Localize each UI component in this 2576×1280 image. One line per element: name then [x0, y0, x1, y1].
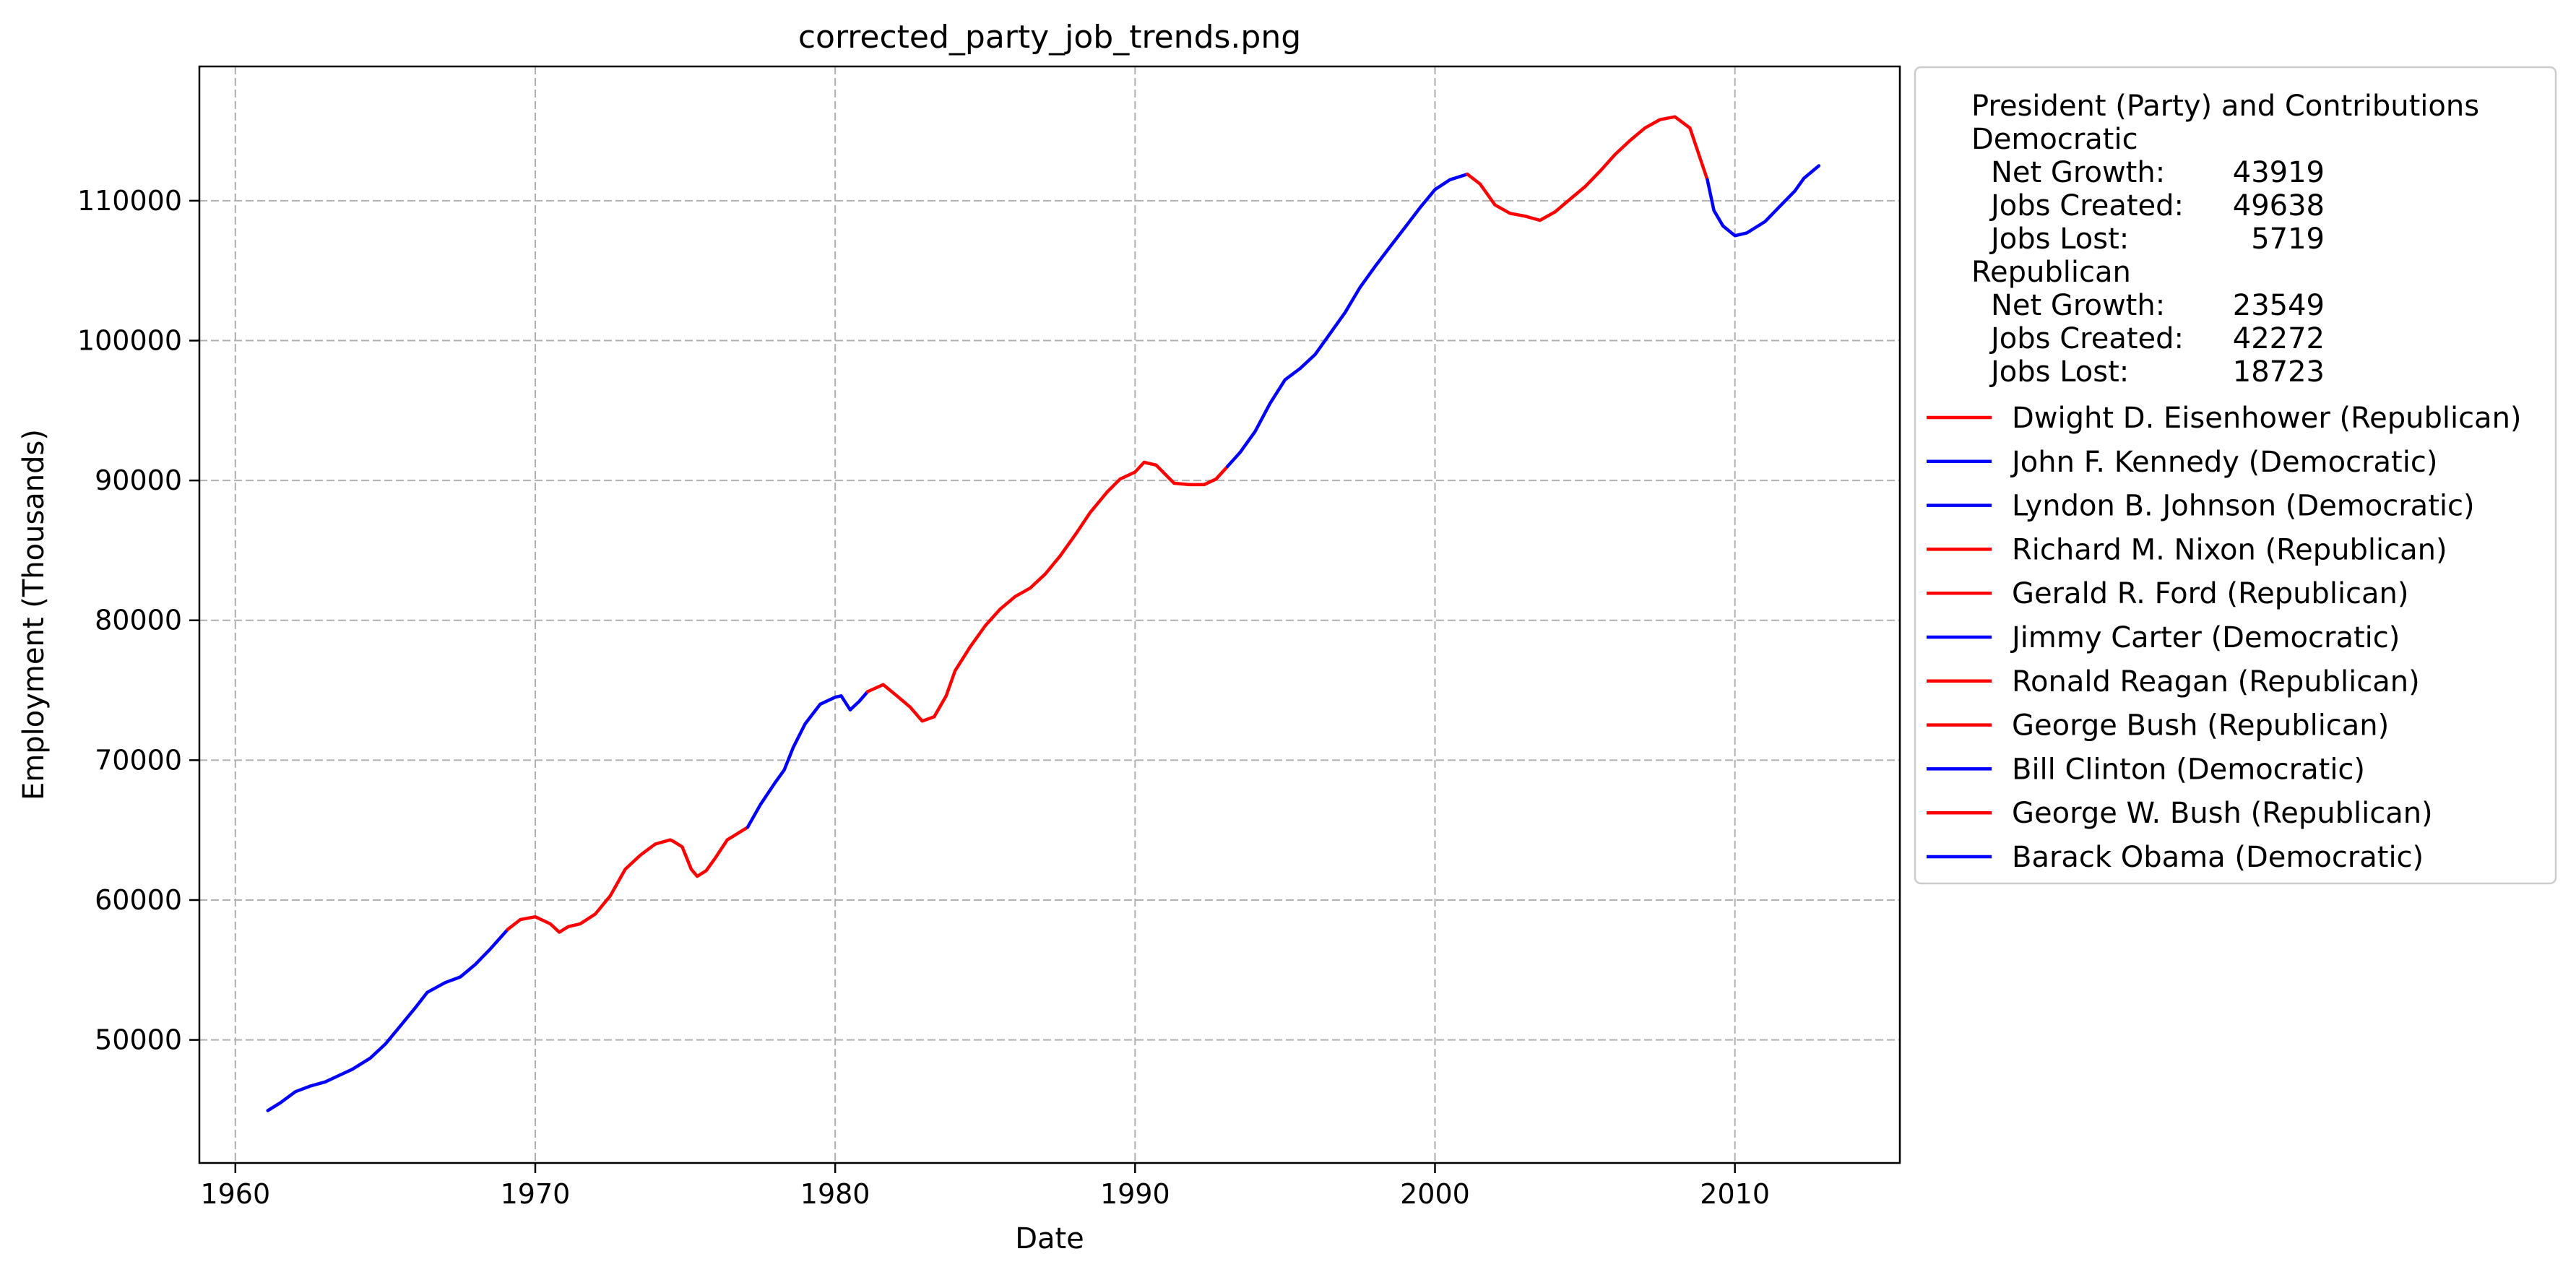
x-tick-label: 1990 — [1100, 1178, 1170, 1210]
y-tick-label: 80000 — [95, 605, 182, 636]
x-tick-label: 2010 — [1700, 1178, 1770, 1210]
plot-area-frame — [198, 65, 1901, 1164]
legend-entry-label: George W. Bush (Republican) — [2012, 797, 2433, 830]
legend-entry-label: Bill Clinton (Democratic) — [2012, 753, 2365, 786]
legend-party-heading: Republican — [1971, 256, 2131, 289]
legend-stat-value: 23549 — [2233, 289, 2325, 322]
series-line-7 — [1105, 460, 1229, 493]
legend-stat-label: Net Growth: — [1991, 289, 2165, 322]
series-line-6 — [865, 490, 1110, 723]
legend-entry-label: George Bush (Republican) — [2012, 709, 2389, 743]
legend-entries: Dwight D. Eisenhower (Republican) John F.… — [1927, 402, 2522, 874]
legend-party-heading: Democratic — [1971, 123, 2138, 156]
legend-stat-value: 49638 — [2233, 189, 2325, 222]
legend-entry-label: John F. Kennedy (Democratic) — [2010, 446, 2437, 479]
y-axis-label: Employment (Thousands) — [17, 429, 51, 800]
legend-stat-value: 18723 — [2233, 355, 2325, 389]
legend-stat-label: Jobs Lost: — [1989, 222, 2129, 256]
series-line-8 — [1225, 172, 1469, 469]
legend-stat-label: Jobs Lost: — [1989, 355, 2129, 389]
series-line-1 — [266, 1068, 354, 1112]
x-tick-label: 1970 — [501, 1178, 571, 1210]
series-line-2 — [350, 927, 510, 1071]
x-tick-label: 1960 — [200, 1178, 270, 1210]
legend-stat-label: Net Growth: — [1991, 156, 2165, 189]
legend-entry-label: Dwight D. Eisenhower (Republican) — [2012, 402, 2522, 435]
legend-entry-label: Barack Obama (Democratic) — [2012, 841, 2424, 874]
y-tick-label: 100000 — [77, 325, 182, 357]
x-tick-label: 2000 — [1400, 1178, 1470, 1210]
legend-stat-value: 43919 — [2233, 156, 2325, 189]
legend-entry-label: Lyndon B. Johnson (Democratic) — [2012, 490, 2475, 523]
chart-title: corrected_party_job_trends.png — [798, 19, 1301, 56]
series-line-10 — [1706, 164, 1821, 238]
y-tick-label: 60000 — [95, 884, 182, 916]
series-line-3 — [506, 838, 675, 934]
y-tick-label: 70000 — [95, 744, 182, 776]
y-tick-label: 110000 — [77, 185, 182, 217]
series-line-5 — [745, 690, 870, 829]
series-line-4 — [671, 826, 750, 878]
legend-entry-label: Ronald Reagan (Republican) — [2012, 665, 2420, 699]
legend-stat-label: Jobs Created: — [1989, 189, 2184, 222]
legend-heading: President (Party) and Contributions — [1971, 90, 2479, 123]
y-tick-label: 50000 — [95, 1024, 182, 1056]
x-axis-label: Date — [1015, 1222, 1084, 1255]
x-axis-ticks: 1960 1970 1980 1990 2000 2010 — [200, 1163, 1770, 1210]
legend: President (Party) and Contributions Demo… — [1914, 66, 2557, 885]
series-line-9 — [1466, 115, 1709, 222]
grid-lines — [199, 66, 1900, 1163]
x-tick-label: 1980 — [800, 1178, 870, 1210]
legend-entry-label: Jimmy Carter (Democratic) — [2010, 621, 2400, 654]
legend-stat-value: 42272 — [2233, 322, 2325, 355]
y-tick-label: 90000 — [95, 464, 182, 496]
legend-box — [1914, 66, 2557, 885]
legend-entry-label: Gerald R. Ford (Republican) — [2012, 577, 2409, 610]
y-axis-ticks: 50000 60000 70000 80000 90000 100000 110000 — [77, 185, 199, 1056]
legend-entry-label: Richard M. Nixon (Republican) — [2012, 533, 2447, 566]
legend-stat-value: 5719 — [2251, 222, 2325, 256]
legend-stat-label: Jobs Created: — [1989, 322, 2184, 355]
plot-lines — [266, 115, 1821, 1112]
